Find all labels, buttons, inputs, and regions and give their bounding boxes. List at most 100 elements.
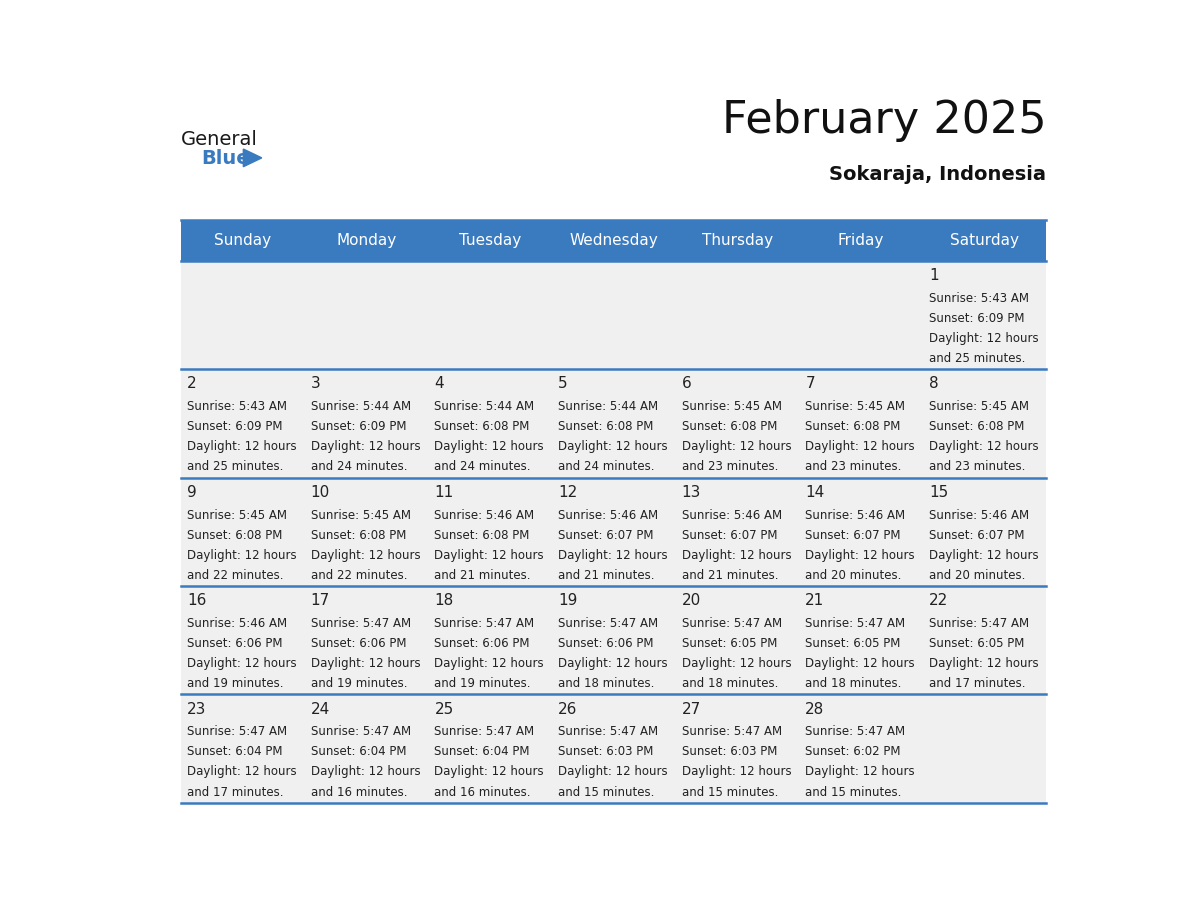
Text: Sunrise: 5:47 AM: Sunrise: 5:47 AM — [435, 617, 535, 630]
Text: Daylight: 12 hours: Daylight: 12 hours — [435, 657, 544, 670]
Text: Tuesday: Tuesday — [459, 233, 522, 248]
Text: and 15 minutes.: and 15 minutes. — [558, 786, 655, 799]
Text: Sunrise: 5:44 AM: Sunrise: 5:44 AM — [435, 400, 535, 413]
Text: Daylight: 12 hours: Daylight: 12 hours — [188, 657, 297, 670]
Text: Daylight: 12 hours: Daylight: 12 hours — [929, 331, 1038, 345]
Text: Sunrise: 5:46 AM: Sunrise: 5:46 AM — [682, 509, 782, 521]
Text: Daylight: 12 hours: Daylight: 12 hours — [311, 657, 421, 670]
Text: Sunrise: 5:45 AM: Sunrise: 5:45 AM — [929, 400, 1029, 413]
Text: Sunrise: 5:47 AM: Sunrise: 5:47 AM — [311, 725, 411, 738]
Text: Sunrise: 5:43 AM: Sunrise: 5:43 AM — [188, 400, 287, 413]
Text: 19: 19 — [558, 593, 577, 608]
Text: Sunset: 6:08 PM: Sunset: 6:08 PM — [188, 529, 283, 542]
Text: Sunrise: 5:47 AM: Sunrise: 5:47 AM — [805, 725, 905, 738]
Text: Sunset: 6:08 PM: Sunset: 6:08 PM — [805, 420, 901, 433]
Text: Sunset: 6:05 PM: Sunset: 6:05 PM — [929, 637, 1024, 650]
Text: and 17 minutes.: and 17 minutes. — [188, 786, 284, 799]
Text: Sunrise: 5:45 AM: Sunrise: 5:45 AM — [805, 400, 905, 413]
Text: and 18 minutes.: and 18 minutes. — [558, 677, 655, 690]
Bar — [551, 694, 675, 803]
Bar — [181, 586, 304, 694]
Text: Daylight: 12 hours: Daylight: 12 hours — [558, 766, 668, 778]
Text: Sunset: 6:09 PM: Sunset: 6:09 PM — [188, 420, 283, 433]
Text: Daylight: 12 hours: Daylight: 12 hours — [558, 441, 668, 453]
Text: Sunrise: 5:46 AM: Sunrise: 5:46 AM — [558, 509, 658, 521]
Text: Daylight: 12 hours: Daylight: 12 hours — [435, 549, 544, 562]
Bar — [923, 694, 1047, 803]
Text: Sunset: 6:04 PM: Sunset: 6:04 PM — [188, 745, 283, 758]
Text: and 21 minutes.: and 21 minutes. — [558, 568, 655, 582]
Text: Sunset: 6:06 PM: Sunset: 6:06 PM — [558, 637, 653, 650]
Text: 5: 5 — [558, 376, 568, 391]
Bar — [923, 261, 1047, 369]
Text: Daylight: 12 hours: Daylight: 12 hours — [558, 549, 668, 562]
Text: 7: 7 — [805, 376, 815, 391]
Text: Sunrise: 5:45 AM: Sunrise: 5:45 AM — [311, 509, 411, 521]
Text: Sunset: 6:04 PM: Sunset: 6:04 PM — [311, 745, 406, 758]
Text: 25: 25 — [435, 701, 454, 717]
Text: Daylight: 12 hours: Daylight: 12 hours — [188, 549, 297, 562]
Text: and 17 minutes.: and 17 minutes. — [929, 677, 1025, 690]
Text: Saturday: Saturday — [950, 233, 1019, 248]
Text: and 18 minutes.: and 18 minutes. — [682, 677, 778, 690]
Text: Monday: Monday — [336, 233, 397, 248]
Bar — [428, 477, 551, 586]
Bar — [428, 586, 551, 694]
Text: Daylight: 12 hours: Daylight: 12 hours — [805, 549, 915, 562]
Text: 24: 24 — [311, 701, 330, 717]
Text: Sunset: 6:08 PM: Sunset: 6:08 PM — [929, 420, 1024, 433]
Text: Daylight: 12 hours: Daylight: 12 hours — [929, 549, 1038, 562]
Text: Daylight: 12 hours: Daylight: 12 hours — [682, 657, 791, 670]
Text: and 19 minutes.: and 19 minutes. — [188, 677, 284, 690]
Text: Sunrise: 5:46 AM: Sunrise: 5:46 AM — [929, 509, 1029, 521]
Bar — [304, 369, 428, 477]
Bar — [798, 477, 923, 586]
Text: Sunset: 6:03 PM: Sunset: 6:03 PM — [558, 745, 653, 758]
Text: Sunrise: 5:47 AM: Sunrise: 5:47 AM — [805, 617, 905, 630]
Text: Daylight: 12 hours: Daylight: 12 hours — [311, 766, 421, 778]
Text: and 19 minutes.: and 19 minutes. — [311, 677, 407, 690]
Text: and 16 minutes.: and 16 minutes. — [435, 786, 531, 799]
Text: Sunset: 6:08 PM: Sunset: 6:08 PM — [435, 420, 530, 433]
Text: Sunset: 6:05 PM: Sunset: 6:05 PM — [805, 637, 901, 650]
Bar — [675, 477, 798, 586]
Text: 20: 20 — [682, 593, 701, 608]
Text: 28: 28 — [805, 701, 824, 717]
Text: Sunrise: 5:46 AM: Sunrise: 5:46 AM — [188, 617, 287, 630]
Text: 1: 1 — [929, 268, 939, 283]
Text: 3: 3 — [311, 376, 321, 391]
Text: Sunset: 6:02 PM: Sunset: 6:02 PM — [805, 745, 901, 758]
Text: Daylight: 12 hours: Daylight: 12 hours — [929, 441, 1038, 453]
Text: Wednesday: Wednesday — [569, 233, 658, 248]
Bar — [798, 369, 923, 477]
Text: and 18 minutes.: and 18 minutes. — [805, 677, 902, 690]
Text: Sunrise: 5:44 AM: Sunrise: 5:44 AM — [558, 400, 658, 413]
Text: and 16 minutes.: and 16 minutes. — [311, 786, 407, 799]
Text: and 24 minutes.: and 24 minutes. — [435, 460, 531, 474]
Bar — [675, 369, 798, 477]
Bar — [798, 586, 923, 694]
Bar — [675, 261, 798, 369]
Bar — [551, 369, 675, 477]
Text: Sunset: 6:07 PM: Sunset: 6:07 PM — [805, 529, 901, 542]
Text: Sunday: Sunday — [214, 233, 271, 248]
Text: 11: 11 — [435, 485, 454, 499]
Text: Sunrise: 5:46 AM: Sunrise: 5:46 AM — [805, 509, 905, 521]
Text: and 15 minutes.: and 15 minutes. — [805, 786, 902, 799]
Text: Sunset: 6:08 PM: Sunset: 6:08 PM — [435, 529, 530, 542]
Text: 2: 2 — [188, 376, 197, 391]
Text: Sunrise: 5:46 AM: Sunrise: 5:46 AM — [435, 509, 535, 521]
Text: Sokaraja, Indonesia: Sokaraja, Indonesia — [829, 165, 1047, 185]
Text: Thursday: Thursday — [702, 233, 772, 248]
Text: General: General — [181, 130, 258, 149]
Bar — [304, 477, 428, 586]
Bar — [675, 694, 798, 803]
Text: 26: 26 — [558, 701, 577, 717]
Text: and 23 minutes.: and 23 minutes. — [805, 460, 902, 474]
Text: 22: 22 — [929, 593, 948, 608]
Text: Daylight: 12 hours: Daylight: 12 hours — [435, 441, 544, 453]
Text: 13: 13 — [682, 485, 701, 499]
Text: Sunset: 6:09 PM: Sunset: 6:09 PM — [311, 420, 406, 433]
Text: and 15 minutes.: and 15 minutes. — [682, 786, 778, 799]
Bar — [304, 261, 428, 369]
